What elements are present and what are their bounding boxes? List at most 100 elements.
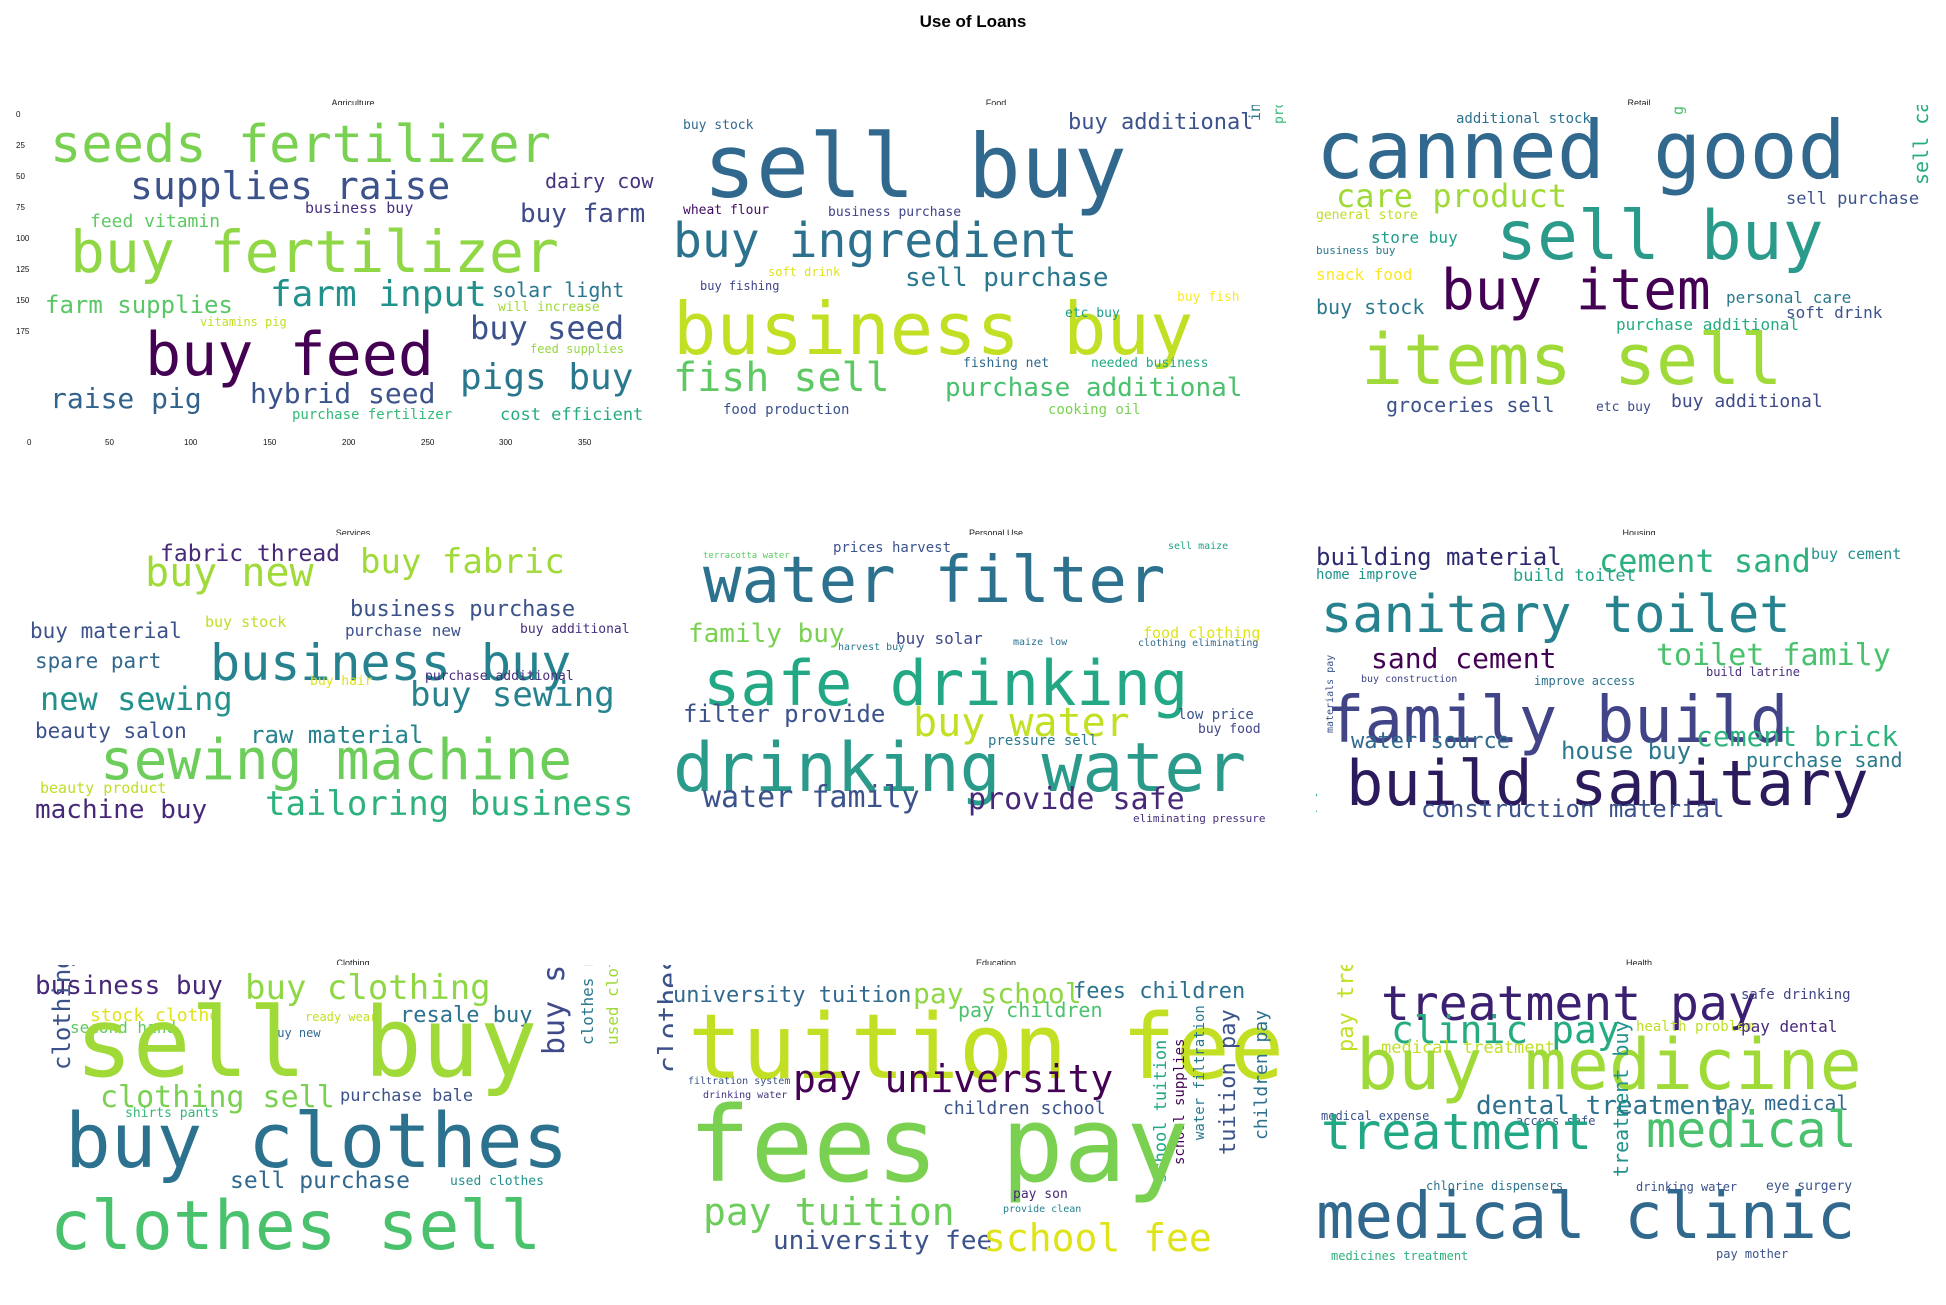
- cloud-word: care product: [1336, 177, 1568, 215]
- cloud-word: construction material: [1421, 795, 1725, 823]
- cloud-word: water filtration: [1192, 1005, 1208, 1140]
- panel-title: Services: [335, 528, 371, 538]
- cloud-word: sewing machine: [100, 728, 573, 793]
- cloud-word: treatment buy: [1609, 1020, 1633, 1177]
- cloud-word: buy new: [270, 1026, 321, 1040]
- y-tick-label: 50: [16, 172, 25, 181]
- cloud-word: fabric thread: [160, 541, 341, 567]
- cloud-word: eliminating pressure: [1133, 812, 1266, 825]
- y-tick-label: 75: [16, 203, 25, 212]
- cloud-word: business purchase: [828, 205, 962, 220]
- cloud-word: stock clothe: [90, 1005, 221, 1026]
- cloud-word: drinking water: [703, 1090, 788, 1101]
- x-tick-label: 200: [342, 438, 356, 447]
- panel-title: Agriculture: [331, 98, 375, 108]
- cloud-word: fishing net: [963, 356, 1050, 371]
- wordcloud-panel: building material cement sand buy cement ho…: [1316, 535, 1946, 875]
- cloud-word: buy clothes: [65, 1096, 569, 1185]
- cloud-word: purchase additional: [1616, 315, 1800, 334]
- panel-title: Personal Use: [968, 528, 1024, 538]
- cloud-word: sell buy: [75, 987, 538, 1099]
- cloud-word: pay children: [958, 998, 1103, 1022]
- cloud-word: canned good: [1316, 105, 1846, 197]
- y-tick-label: 125: [16, 265, 30, 274]
- cloud-word: buy food: [1198, 722, 1261, 737]
- cloud-word: sell purchase: [905, 263, 1109, 293]
- cloud-word: farm input: [270, 274, 487, 315]
- cloud-word: dairy cow: [545, 169, 654, 193]
- cloud-word: buy fabric: [360, 542, 565, 582]
- cloud-word: tuition fee: [688, 995, 1285, 1100]
- cloud-word: sanitary toilet: [1321, 585, 1791, 645]
- cloud-word: fish sell: [673, 355, 890, 401]
- cloud-word: buy hair: [310, 674, 373, 689]
- panel-title: Retail: [1627, 98, 1651, 108]
- cloud-word: buy ingredient: [673, 213, 1078, 269]
- cloud-word: pay tuition: [703, 1190, 955, 1234]
- cloud-word: water source: [1351, 729, 1510, 754]
- wordcloud-panel: buy stock sell buy buy additional wheat flo…: [673, 105, 1319, 445]
- cloud-word: materials pay: [1325, 654, 1336, 733]
- cloud-word: clothing sell: [100, 1080, 335, 1115]
- cloud-word: buy additional: [1068, 110, 1254, 135]
- cloud-word: building material: [1316, 543, 1562, 571]
- x-tick-label: 250: [421, 438, 435, 447]
- cloud-word: drinking water: [673, 729, 1247, 808]
- cloud-word: wheat flour: [683, 203, 770, 218]
- cloud-word: provide clean: [1003, 1204, 1082, 1215]
- cloud-word: house buy: [1561, 737, 1692, 765]
- cloud-word: buy stock: [537, 965, 572, 1055]
- cloud-word: soft drink: [768, 265, 841, 279]
- cloud-word: medicines treatment: [1331, 1249, 1469, 1263]
- cloud-word: medical expense: [1321, 1109, 1430, 1123]
- y-tick-label: 25: [16, 141, 25, 150]
- cloud-word: buy seed: [470, 309, 625, 347]
- cloud-word: clothing eliminating: [1138, 638, 1259, 649]
- cloud-word: personal care: [1726, 288, 1852, 307]
- cloud-word: clothes resale: [578, 965, 597, 1045]
- cloud-word: business buy: [1316, 244, 1396, 257]
- cloud-word: solar light: [492, 278, 625, 302]
- cloud-word: family buy: [688, 619, 845, 649]
- cloud-word: low price: [1178, 707, 1254, 723]
- cloud-word: purchase fertilizer: [292, 407, 453, 423]
- cloud-word: raw material: [250, 721, 424, 749]
- cloud-word: purchase bale: [340, 1086, 474, 1106]
- cloud-word: feed vitamin: [90, 211, 221, 232]
- cloud-word: etc buy: [1596, 400, 1651, 415]
- cloud-word: soft drink: [1786, 303, 1883, 322]
- cloud-word: children pay: [1251, 1009, 1272, 1140]
- wordcloud-panel: seeds fertilizer supplies raise dairy cow b…: [30, 105, 676, 445]
- cloud-word: raise pig: [50, 382, 202, 415]
- wordcloud-panel: terracotta water prices harvest sell maize…: [673, 535, 1319, 875]
- cloud-word: eye surgery: [1766, 1179, 1853, 1194]
- cloud-word: access safe: [1516, 1114, 1596, 1128]
- cloud-word: build sanitary: [1346, 747, 1869, 820]
- cloud-word: business buy: [673, 287, 1194, 371]
- panel-title: Health: [1625, 958, 1652, 968]
- cloud-word: sell purchase: [230, 1168, 411, 1194]
- cloud-word: sand cement: [1371, 642, 1557, 675]
- cloud-word: used clothes: [450, 1174, 544, 1189]
- cloud-word: machine buy: [35, 795, 208, 825]
- cloud-word: pay construction: [1316, 687, 1318, 813]
- cloud-word: harvest buy: [838, 642, 905, 653]
- cloud-word: tuition pay: [1216, 1009, 1241, 1155]
- cloud-word: provide safe: [968, 782, 1185, 817]
- cloud-word: clinic pay: [1391, 1008, 1620, 1052]
- cloud-word: water filter: [703, 544, 1166, 618]
- cloud-word: sell buy: [703, 115, 1127, 218]
- cloud-word: farm supplies: [45, 291, 233, 319]
- cloud-word: pay treatment: [1334, 965, 1359, 1052]
- cloud-word: buy fertilizer: [70, 218, 559, 286]
- cloud-word: supplies raise: [130, 164, 451, 208]
- x-tick-label: 50: [105, 438, 114, 447]
- cloud-word: feed supplies: [530, 342, 624, 356]
- cloud-word: pay university: [793, 1057, 1114, 1101]
- wordcloud-panel: fabric thread buy fabric buy new business p…: [30, 535, 676, 875]
- cloud-word: terracotta water: [703, 551, 790, 561]
- cloud-word: second hand: [70, 1018, 176, 1037]
- cloud-word: groceries buy: [1669, 105, 1687, 115]
- cloud-word: medical: [1646, 1101, 1857, 1159]
